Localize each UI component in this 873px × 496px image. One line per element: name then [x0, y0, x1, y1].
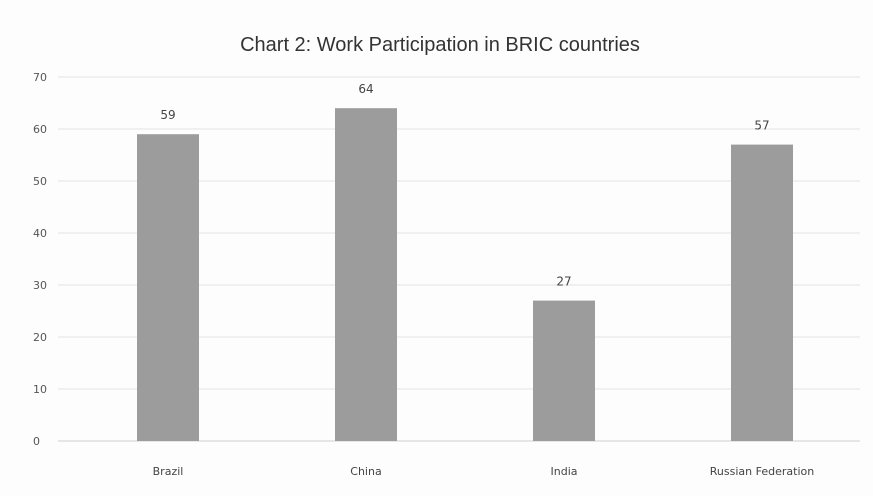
category-labels: Brazil China India Russian Federation [153, 465, 815, 478]
y-tick-label: 0 [33, 435, 40, 448]
bar-russian-federation [731, 144, 793, 441]
bars [137, 108, 793, 441]
category-label: China [350, 465, 381, 478]
y-tick-label: 70 [33, 71, 47, 84]
y-tick-label: 10 [33, 383, 47, 396]
category-label: Brazil [153, 465, 184, 478]
data-labels: 59 64 27 57 [160, 82, 769, 288]
data-label: 64 [358, 82, 373, 96]
y-tick-label: 30 [33, 279, 47, 292]
data-label: 59 [160, 108, 175, 122]
data-label: 27 [556, 275, 571, 289]
data-label: 57 [754, 119, 769, 133]
y-tick-label: 20 [33, 331, 47, 344]
category-label: India [551, 465, 578, 478]
category-label: Russian Federation [710, 465, 814, 478]
y-tick-label: 50 [33, 175, 47, 188]
bar-brazil [137, 134, 199, 441]
y-tick-label: 60 [33, 123, 47, 136]
y-axis-ticks: 0 10 20 30 40 50 60 70 [33, 71, 47, 448]
chart-title: Chart 2: Work Participation in BRIC coun… [240, 34, 640, 56]
y-tick-label: 40 [33, 227, 47, 240]
bar-china [335, 108, 397, 441]
bar-india [533, 300, 595, 441]
